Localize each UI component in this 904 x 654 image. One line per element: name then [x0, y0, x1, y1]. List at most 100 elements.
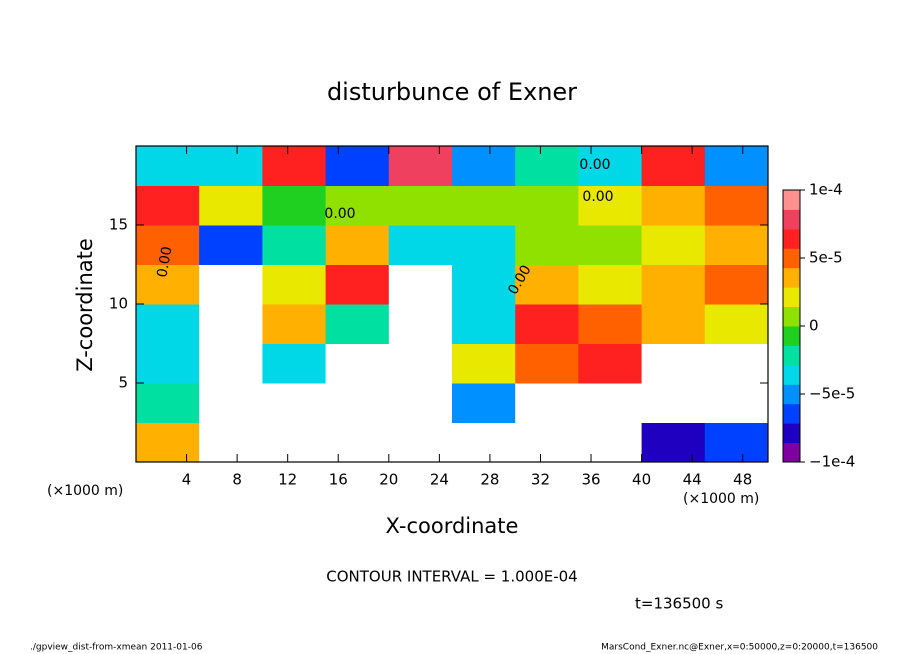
- heatmap-cell: [704, 225, 769, 265]
- heatmap-cell: [199, 185, 263, 226]
- heatmap-cell: [641, 383, 706, 423]
- heatmap-cell: [388, 225, 453, 265]
- heatmap-cell: [452, 343, 516, 384]
- x-tick-label: 36: [581, 471, 600, 489]
- heatmap-cell: [388, 383, 453, 423]
- heatmap-cell: [262, 264, 327, 305]
- x-tick-label: 12: [278, 471, 297, 489]
- y-axis-label: Z-coordinate: [73, 238, 97, 372]
- heatmap-cell: [515, 422, 579, 463]
- contour-label: 0.00: [324, 206, 355, 222]
- x-tick-label: 4: [182, 471, 192, 489]
- footer-left: ./gpview_dist-from-xmean 2011-01-06: [30, 643, 203, 653]
- x-axis-label: X-coordinate: [386, 514, 519, 538]
- heatmap-cell: [136, 422, 200, 463]
- colorbar-band: [783, 345, 800, 366]
- heatmap-cell: [136, 146, 200, 186]
- heatmap-cell: [199, 343, 263, 384]
- contour-interval: CONTOUR INTERVAL = 1.000E-04: [326, 568, 577, 586]
- heatmap-cell: [199, 422, 263, 463]
- colorbar-tick-label: −1e-4: [809, 453, 855, 471]
- x-tick-label: 28: [480, 471, 499, 489]
- colorbar-band: [783, 384, 800, 405]
- heatmap-cell: [136, 304, 200, 344]
- heatmap-cell: [641, 146, 706, 186]
- contour-label: 0.00: [154, 245, 175, 278]
- heatmap-cell: [515, 185, 579, 226]
- heatmap-cell: [452, 304, 516, 344]
- heatmap-cell: [704, 304, 769, 344]
- heatmap-cell: [578, 343, 643, 384]
- heatmap-cell: [578, 383, 643, 423]
- heatmap-cell: [452, 146, 516, 186]
- colorbar-band: [783, 190, 800, 210]
- heatmap-cell: [325, 185, 390, 226]
- heatmap-cell: [704, 146, 769, 186]
- heatmap-cell: [388, 343, 453, 384]
- x-tick-label: 48: [733, 471, 752, 489]
- heatmap-cell: [452, 422, 516, 463]
- colorbar-band: [783, 306, 800, 327]
- heatmap-cell: [452, 264, 516, 305]
- heatmap-cell: [704, 343, 769, 384]
- heatmap-cell: [325, 383, 390, 423]
- heatmap-cell: [136, 185, 200, 226]
- heatmap-cell: [578, 146, 643, 186]
- heatmap-cell: [136, 383, 200, 423]
- heatmap-cell: [704, 264, 769, 305]
- colorbar-band: [783, 423, 800, 444]
- y-tick-label: 10: [109, 295, 128, 313]
- heatmap-cell: [199, 146, 263, 186]
- heatmap-cell: [262, 146, 327, 186]
- heatmap-cell: [578, 185, 643, 226]
- x-unit: (×1000 m): [683, 491, 759, 507]
- heatmap-cell: [515, 343, 579, 384]
- heatmap-cell: [136, 225, 200, 265]
- footer-right: MarsCond_Exner.nc@Exner,x=0:50000,z=0:20…: [601, 643, 878, 653]
- heatmap-cell: [641, 264, 706, 305]
- x-tick-label: 8: [232, 471, 242, 489]
- contour-label: 0.00: [579, 157, 610, 173]
- time-label: t=136500 s: [635, 595, 723, 613]
- heatmap-cell: [325, 304, 390, 344]
- x-tick-label: 20: [379, 471, 398, 489]
- x-unit: (×1000 m): [47, 483, 123, 499]
- colorbar-band: [783, 326, 800, 346]
- heatmap-cell: [199, 383, 263, 423]
- heatmap-cell: [388, 304, 453, 344]
- colorbar-band: [783, 364, 800, 385]
- heatmap-cell: [262, 383, 327, 423]
- colorbar-band: [783, 267, 800, 288]
- heatmap-cell: [641, 185, 706, 226]
- heatmap-cell: [515, 225, 579, 265]
- heatmap-cell: [262, 343, 327, 384]
- heatmap-cell: [199, 225, 263, 265]
- colorbar-tick-label: 1e-4: [809, 181, 843, 199]
- colorbar-tick-label: −5e-5: [809, 385, 855, 403]
- heatmap-cell: [199, 304, 263, 344]
- colorbar-band: [783, 209, 800, 230]
- heatmap-cell: [388, 264, 453, 305]
- heatmap-cell: [136, 264, 200, 305]
- y-tick-label: 5: [118, 374, 128, 392]
- heatmap-cell: [262, 422, 327, 463]
- heatmap-cell: [704, 383, 769, 423]
- heatmap-cell: [641, 343, 706, 384]
- heatmap-cell: [641, 225, 706, 265]
- x-tick-label: 44: [683, 471, 702, 489]
- heatmap-cell: [452, 225, 516, 265]
- heatmap-cell: [262, 185, 327, 226]
- heatmap-cell: [578, 225, 643, 265]
- heatmap-cell: [388, 422, 453, 463]
- contour-label: 0.00: [582, 189, 613, 205]
- heatmap-cell: [325, 343, 390, 384]
- heatmap-cell: [515, 146, 579, 186]
- x-tick-label: 16: [329, 471, 348, 489]
- chart-title: disturbunce of Exner: [327, 78, 577, 106]
- heatmap-cell: [388, 185, 453, 226]
- colorbar-tick-label: 5e-5: [809, 249, 843, 267]
- heatmap-cell: [262, 225, 327, 265]
- heatmap-cell: [515, 383, 579, 423]
- colorbar-band: [783, 248, 800, 269]
